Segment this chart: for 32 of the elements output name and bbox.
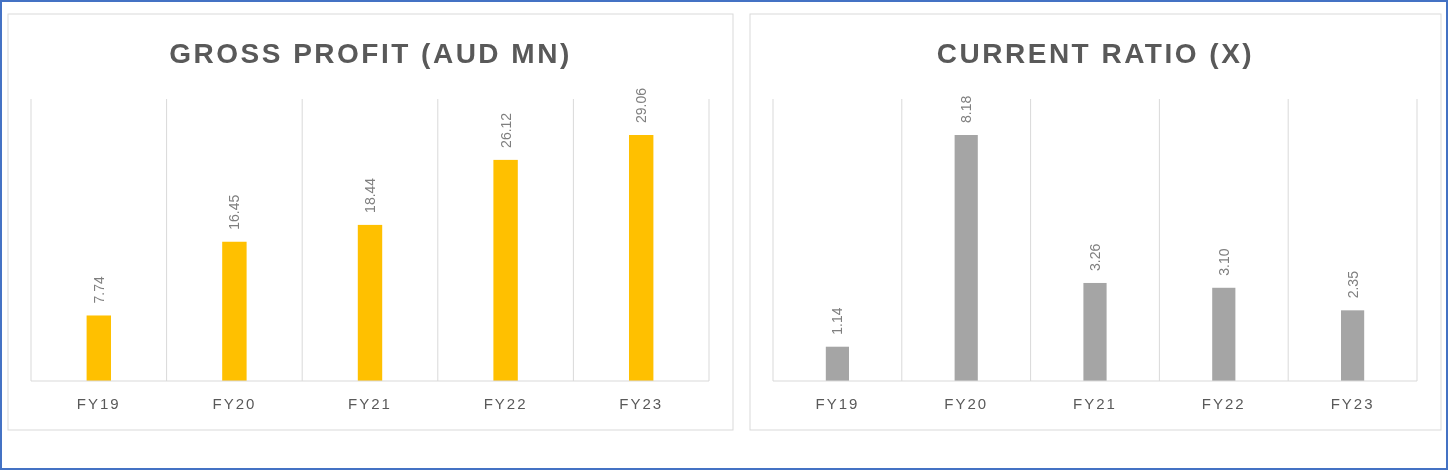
data-label: 8.18 bbox=[958, 95, 975, 123]
bar bbox=[954, 135, 978, 381]
data-label: 3.10 bbox=[1215, 248, 1232, 276]
chart-title: CURRENT RATIO (X) bbox=[936, 38, 1255, 69]
x-tick-label: FY19 bbox=[76, 395, 121, 412]
x-tick-label: FY20 bbox=[212, 395, 257, 412]
bar bbox=[1212, 287, 1236, 381]
data-label: 1.14 bbox=[829, 307, 846, 335]
x-tick-label: FY21 bbox=[348, 395, 392, 412]
bar bbox=[222, 241, 247, 381]
data-label: 2.35 bbox=[1344, 270, 1361, 299]
bar bbox=[357, 224, 383, 381]
data-label: 3.26 bbox=[1087, 243, 1103, 271]
bar bbox=[86, 315, 111, 381]
bar bbox=[825, 346, 849, 381]
data-label: 29.06 bbox=[633, 87, 650, 123]
bar bbox=[629, 135, 654, 381]
data-label: 16.45 bbox=[226, 194, 243, 230]
x-tick-label: FY22 bbox=[1201, 395, 1246, 412]
bar bbox=[1341, 310, 1365, 381]
data-label: 18.44 bbox=[362, 177, 378, 213]
data-label: 26.12 bbox=[497, 112, 514, 148]
data-label: 7.74 bbox=[90, 276, 107, 304]
x-tick-label: FY23 bbox=[1330, 395, 1375, 412]
bar bbox=[1083, 282, 1107, 381]
x-tick-label: FY23 bbox=[619, 395, 664, 412]
x-tick-label: FY19 bbox=[815, 395, 860, 412]
bar bbox=[493, 159, 518, 381]
x-tick-label: FY20 bbox=[944, 395, 989, 412]
x-tick-label: FY22 bbox=[483, 395, 528, 412]
chart-title: GROSS PROFIT (AUD MN) bbox=[169, 38, 572, 69]
x-tick-label: FY21 bbox=[1073, 395, 1117, 412]
